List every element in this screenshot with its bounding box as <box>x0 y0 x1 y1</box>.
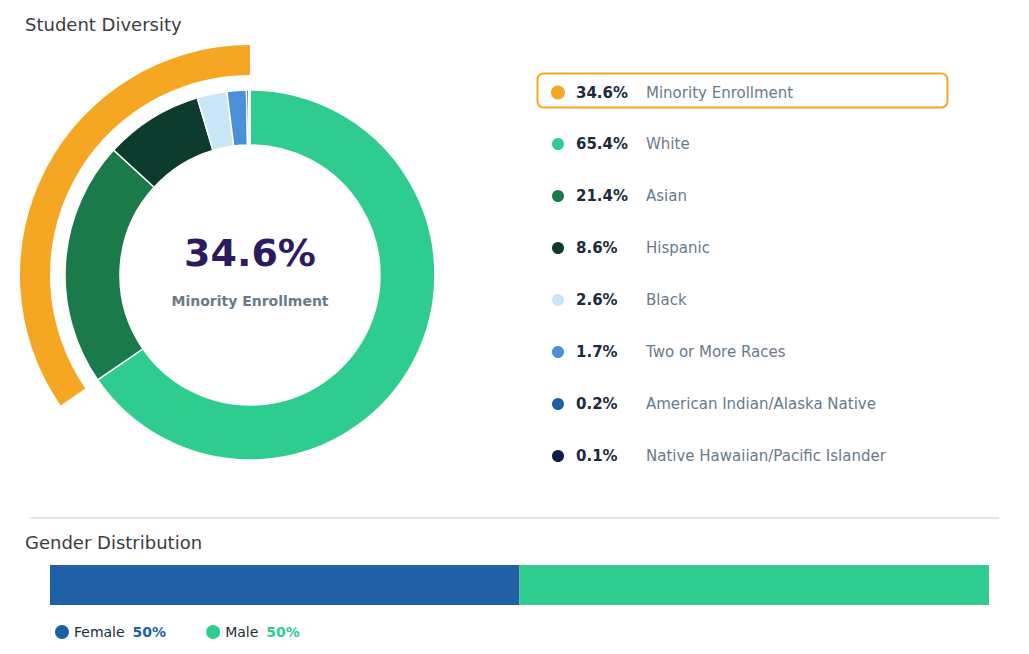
svg-text:White: White <box>646 135 690 153</box>
svg-text:8.6%: 8.6% <box>576 239 618 257</box>
svg-text:Native Hawaiian/Pacific Island: Native Hawaiian/Pacific Islander <box>646 447 887 465</box>
svg-text:21.4%: 21.4% <box>576 187 628 205</box>
svg-text:Two or More Races: Two or More Races <box>645 343 786 361</box>
svg-text:2.6%: 2.6% <box>576 291 618 309</box>
svg-text:Gender Distribution: Gender Distribution <box>25 532 202 553</box>
svg-text:Student Diversity: Student Diversity <box>25 14 182 35</box>
svg-text:65.4%: 65.4% <box>576 135 628 153</box>
svg-text:0.2%: 0.2% <box>576 395 618 413</box>
svg-text:Female: Female <box>74 624 125 640</box>
svg-text:34.6%: 34.6% <box>184 231 316 275</box>
svg-text:Hispanic: Hispanic <box>646 239 710 257</box>
svg-text:American Indian/Alaska Native: American Indian/Alaska Native <box>646 395 876 413</box>
svg-text:Black: Black <box>646 291 687 309</box>
svg-text:0.1%: 0.1% <box>576 447 618 465</box>
svg-text:Minority Enrollment: Minority Enrollment <box>646 84 793 102</box>
svg-text:Minority Enrollment: Minority Enrollment <box>171 293 328 309</box>
svg-text:34.6%: 34.6% <box>576 84 628 102</box>
svg-text:50%: 50% <box>133 624 167 640</box>
svg-text:1.7%: 1.7% <box>576 343 618 361</box>
svg-text:Asian: Asian <box>646 187 687 205</box>
svg-text:Male: Male <box>225 624 258 640</box>
svg-text:50%: 50% <box>266 624 300 640</box>
